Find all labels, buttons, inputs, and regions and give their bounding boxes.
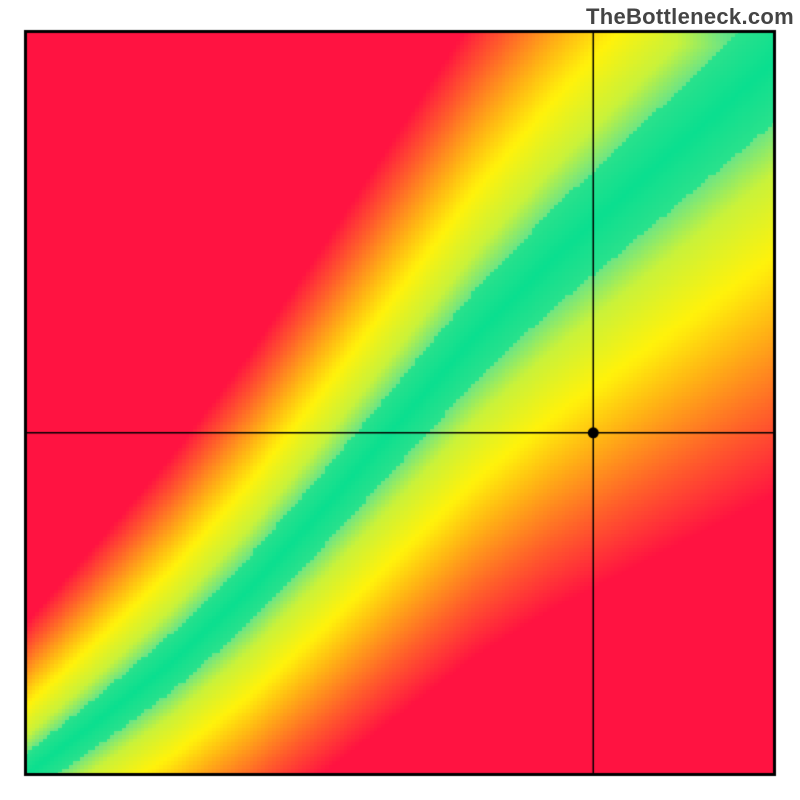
figure-container: TheBottleneck.com	[0, 0, 800, 800]
watermark-text: TheBottleneck.com	[586, 4, 794, 30]
heatmap-canvas	[0, 0, 800, 800]
